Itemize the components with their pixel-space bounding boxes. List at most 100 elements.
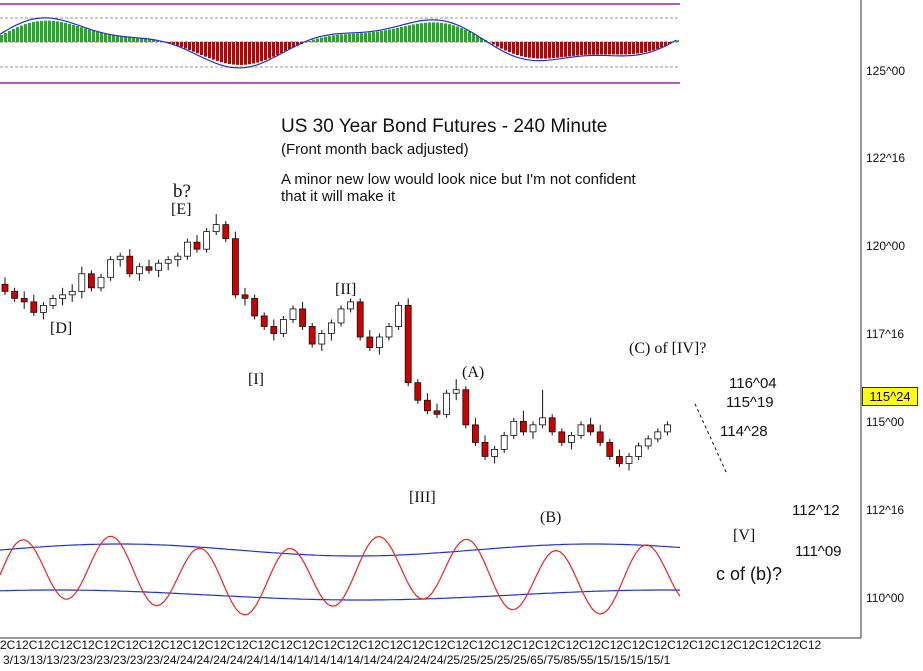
hist-bar-11 [44, 20, 47, 42]
level-label-116-04: 116^04 [729, 375, 777, 392]
hist-bar-29 [116, 35, 119, 42]
hist-bar-110 [440, 22, 443, 42]
hist-bar-157 [628, 42, 631, 55]
chart-comment: A minor new low would look nice but I'm … [281, 171, 636, 205]
candle-body-15 [145, 266, 153, 271]
hist-bar-129 [516, 42, 519, 55]
hist-bar-56 [224, 42, 227, 64]
hist-bar-136 [544, 42, 547, 59]
hist-bar-99 [396, 27, 399, 42]
candle-body-66 [635, 445, 642, 457]
hist-bar-61 [244, 42, 247, 65]
hist-bar-26 [104, 33, 107, 42]
hist-bar-78 [312, 39, 315, 42]
hist-bar-114 [456, 26, 459, 42]
projection-line [694, 403, 728, 475]
hist-bar-22 [88, 29, 91, 42]
level-label-114-28: 114^28 [720, 423, 768, 440]
candle-body-23 [222, 224, 230, 240]
wave-label-D: [D] [50, 320, 73, 337]
candle-body-55 [529, 424, 537, 433]
hist-bar-102 [408, 25, 411, 42]
candle-body-7 [68, 290, 76, 296]
level-label-111-09: 111^09 [795, 543, 842, 560]
candle-body-16 [155, 262, 163, 271]
hist-bar-30 [120, 36, 123, 42]
hist-bar-63 [252, 42, 255, 64]
candle-body-48 [462, 389, 470, 426]
hist-bar-148 [592, 42, 595, 55]
hist-bar-77 [308, 40, 311, 42]
hist-bar-33 [132, 37, 135, 42]
hist-bar-3 [12, 28, 15, 42]
hist-bar-47 [188, 42, 191, 51]
hist-bar-39 [156, 40, 159, 42]
candle-body-30 [289, 308, 297, 320]
candle-body-25 [241, 294, 249, 299]
hist-bar-128 [512, 42, 515, 54]
hist-bar-106 [424, 22, 427, 42]
candle-body-64 [616, 456, 623, 464]
hist-bar-49 [196, 42, 199, 54]
candle-body-27 [260, 315, 268, 327]
x-tick-row-top: 2C12C12C12C12C12C12C12C12C12C12C12C12C12… [0, 638, 822, 652]
hist-bar-6 [24, 24, 27, 42]
projection-dash [694, 403, 728, 475]
candle-body-62 [596, 431, 604, 443]
hist-bar-123 [492, 42, 495, 45]
hist-bar-101 [404, 26, 407, 42]
candle-body-59 [568, 434, 575, 443]
candle-body-36 [347, 301, 355, 310]
hist-bar-93 [372, 32, 375, 42]
hist-bar-119 [476, 35, 479, 42]
candle-body-38 [366, 336, 374, 348]
candle-body-20 [193, 241, 201, 250]
hist-bar-58 [232, 42, 235, 65]
hist-bar-91 [364, 32, 367, 42]
osc-line [0, 535, 681, 616]
candle-body-37 [356, 301, 364, 338]
candle-body-31 [299, 308, 307, 327]
hist-bar-84 [336, 34, 339, 42]
hist-bar-32 [128, 37, 131, 42]
hist-bar-139 [556, 42, 559, 58]
hist-bar-145 [580, 42, 583, 56]
hist-bar-51 [204, 42, 207, 57]
hist-bar-17 [68, 23, 71, 42]
candle-body-3 [30, 301, 38, 313]
hist-bar-14 [56, 21, 59, 42]
hist-bar-83 [332, 35, 335, 42]
candle-body-17 [164, 259, 172, 264]
hist-bar-53 [212, 42, 215, 60]
hist-bar-65 [260, 42, 263, 62]
hist-bar-34 [136, 38, 139, 42]
hist-bar-109 [436, 22, 439, 42]
hist-bar-43 [172, 42, 175, 45]
hist-bar-132 [528, 42, 531, 58]
candle-body-50 [481, 442, 489, 457]
candle-body-24 [231, 238, 239, 296]
hist-bar-146 [584, 42, 587, 55]
hist-bar-62 [248, 42, 251, 65]
wave-label-b: b? [173, 181, 191, 202]
hist-bar-153 [612, 42, 615, 55]
candle-body-54 [520, 420, 527, 433]
y-tick-122-16: 122^16 [866, 151, 905, 165]
candle-body-56 [539, 417, 546, 426]
wave-label-V: [V] [733, 527, 756, 544]
hist-bar-21 [84, 28, 87, 42]
hist-bar-85 [340, 34, 343, 42]
hist-bar-10 [40, 20, 43, 42]
y-tick-112-16: 112^16 [866, 503, 905, 517]
x-tick-row-bottom: 3/13/13/13/23/23/23/23/23/23/24/24/24/24… [3, 653, 671, 667]
hist-bar-36 [144, 38, 147, 42]
hist-bar-103 [412, 24, 415, 42]
hist-bar-8 [32, 22, 35, 42]
hist-bar-156 [624, 42, 627, 55]
candle-body-18 [174, 255, 182, 261]
candle-body-42 [404, 304, 412, 384]
candle-body-41 [395, 304, 403, 327]
hist-bar-86 [344, 34, 347, 42]
hist-bar-158 [632, 42, 635, 54]
